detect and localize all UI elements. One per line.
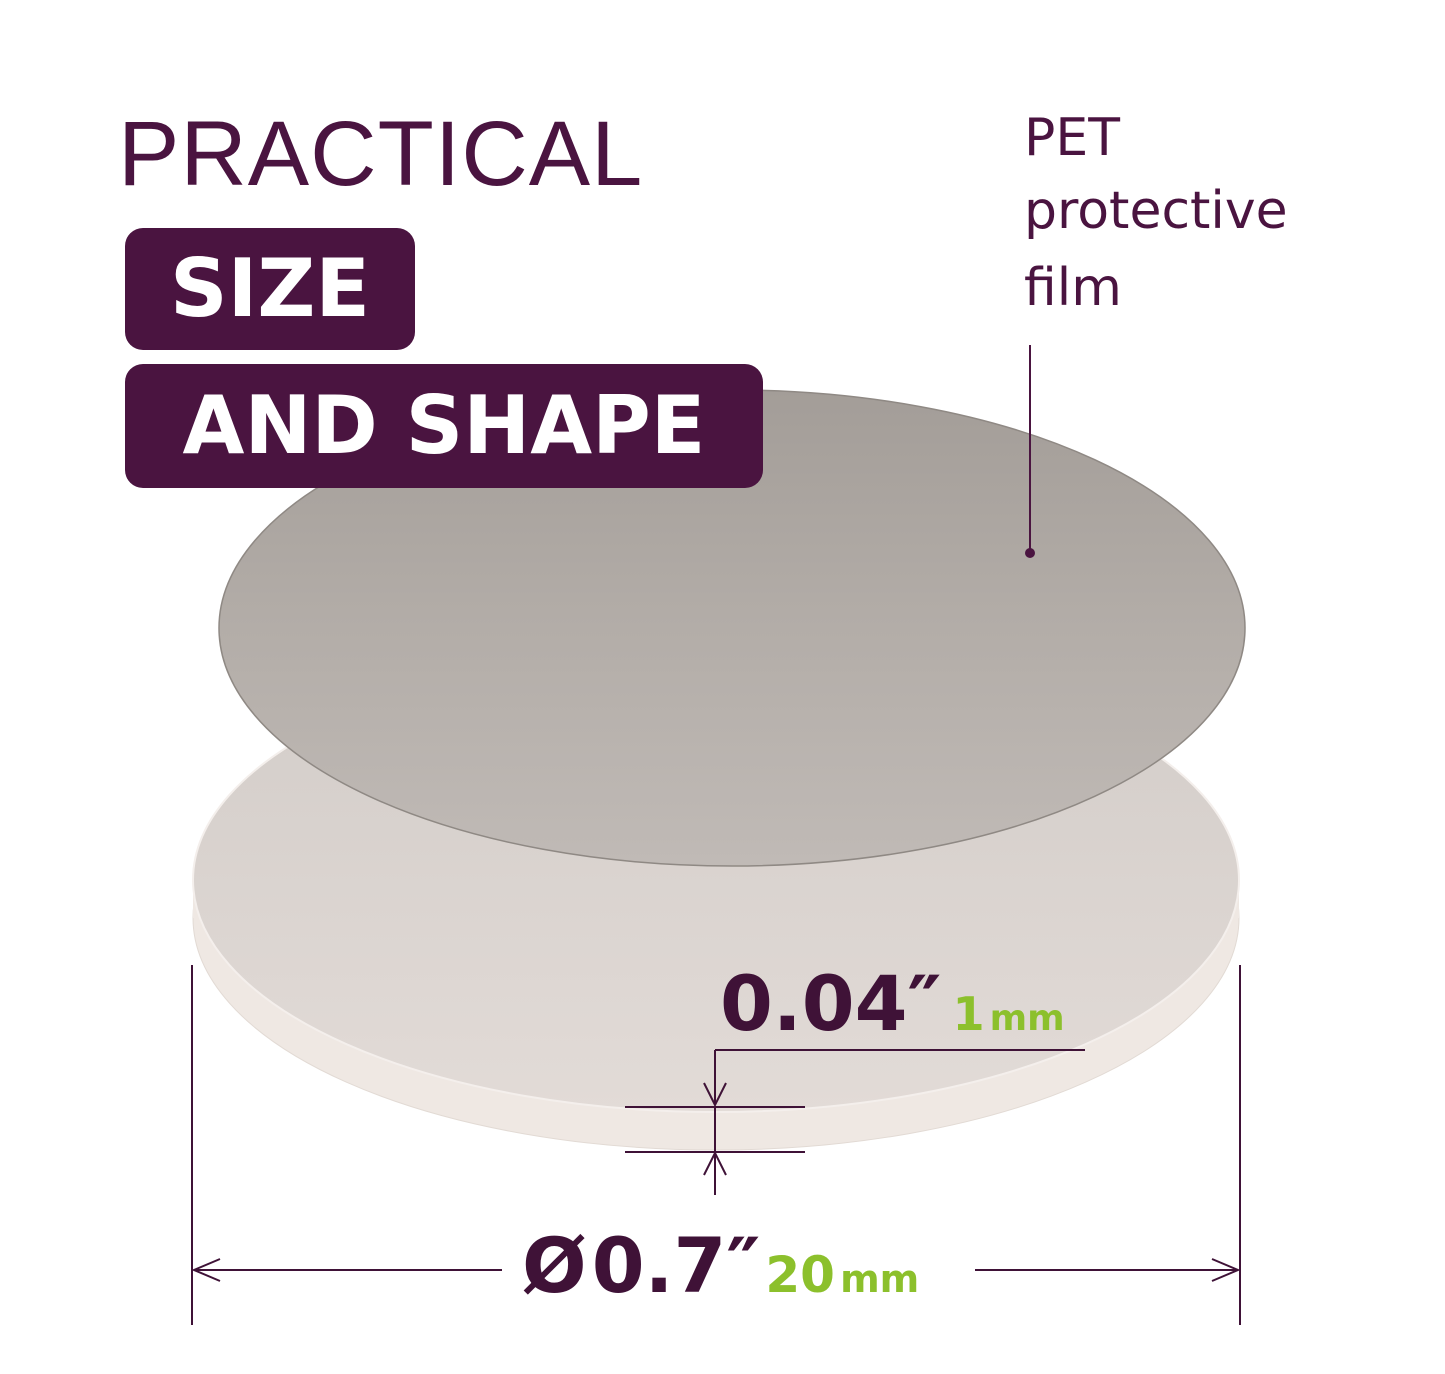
headline-size: SIZE bbox=[169, 242, 371, 335]
diameter-symbol: Ø bbox=[522, 1221, 587, 1310]
thickness-dimension bbox=[625, 1049, 1085, 1195]
diameter-metric-value: 20 bbox=[765, 1246, 835, 1304]
thickness-metric-value: 1 bbox=[952, 987, 985, 1041]
callout-line-2: protective bbox=[1024, 181, 1288, 241]
callout-line-1: PET bbox=[1024, 108, 1120, 168]
headline-shape-badge: AND SHAPE bbox=[125, 364, 763, 488]
thickness-metric-unit: mm bbox=[989, 998, 1065, 1039]
thickness-label: 0.04″ 1 mm bbox=[720, 966, 1065, 1042]
headline-practical: PRACTICAL bbox=[118, 103, 644, 205]
diameter-dimension bbox=[191, 965, 1241, 1325]
thickness-inches: 0.04″ bbox=[720, 959, 942, 1048]
headline-and-shape: AND SHAPE bbox=[182, 379, 706, 472]
headline-size-badge: SIZE bbox=[125, 228, 415, 350]
diameter-inches: 0.7″ bbox=[591, 1221, 761, 1310]
diameter-metric-unit: mm bbox=[840, 1257, 920, 1301]
callout-line-3: film bbox=[1024, 258, 1122, 318]
diameter-label: Ø 0.7″ 20 mm bbox=[522, 1228, 919, 1304]
callout-dot bbox=[1025, 548, 1035, 558]
